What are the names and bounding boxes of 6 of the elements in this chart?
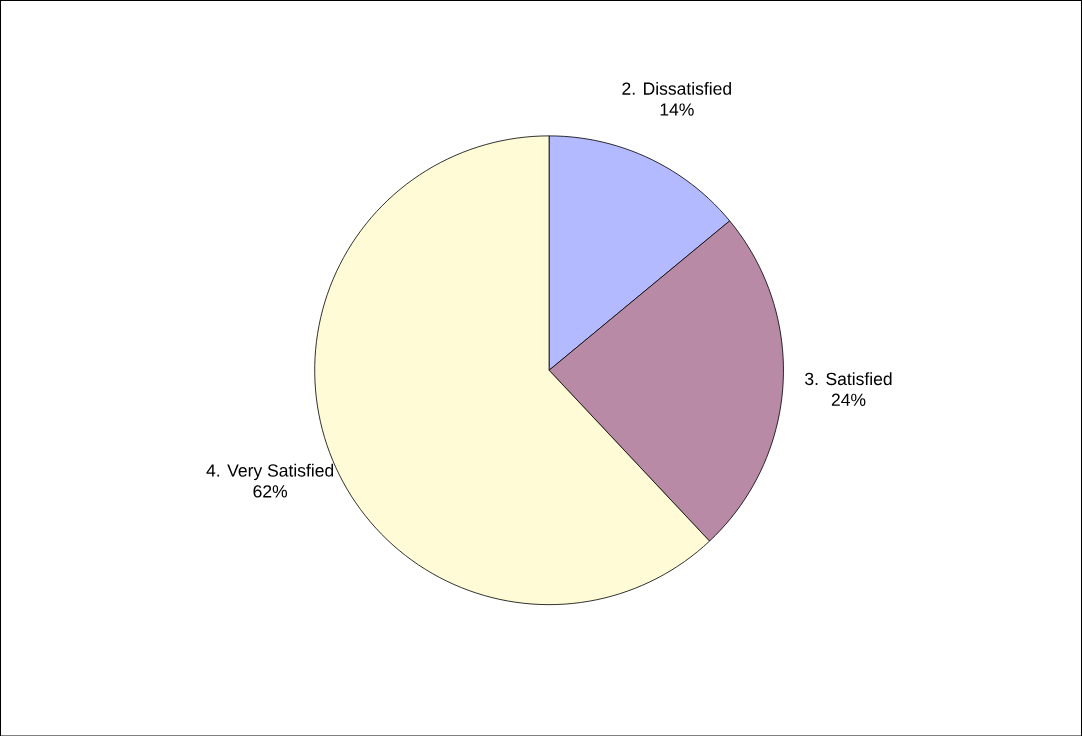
slice-label: 2. Dissatisfied [622,81,731,95]
data-label: 62% [253,484,288,498]
slice-label: 4. Very Satisfied [206,463,334,480]
data-label: 24% [831,393,866,406]
slice-label: 3. Satisfied [805,372,892,385]
data-label: 14% [660,103,694,116]
